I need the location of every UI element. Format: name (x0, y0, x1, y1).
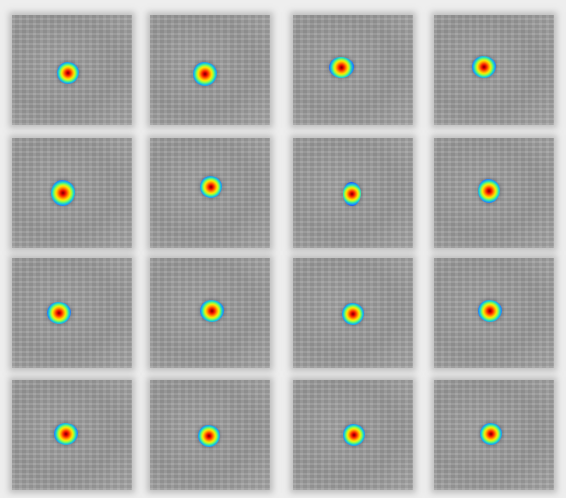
spot-r3c2 (200, 300, 224, 322)
spot-r2c4 (478, 179, 500, 203)
spot-r1c4 (472, 56, 496, 78)
spot-r4c4 (480, 423, 502, 445)
spot-r3c1 (47, 302, 71, 324)
spot-r4c3 (343, 424, 365, 446)
spot-r4c2 (198, 425, 220, 447)
spot-r2c1 (51, 180, 75, 206)
spot-r2c3 (343, 182, 361, 206)
tile-r3c1 (12, 258, 132, 368)
spot-r3c3 (342, 303, 364, 325)
spot-r1c3 (329, 57, 354, 78)
spot-r1c2 (193, 62, 217, 86)
spot-r2c2 (200, 176, 222, 198)
spot-r1c1 (57, 62, 79, 84)
spot-r4c1 (54, 423, 78, 445)
spot-r3c4 (478, 300, 502, 322)
